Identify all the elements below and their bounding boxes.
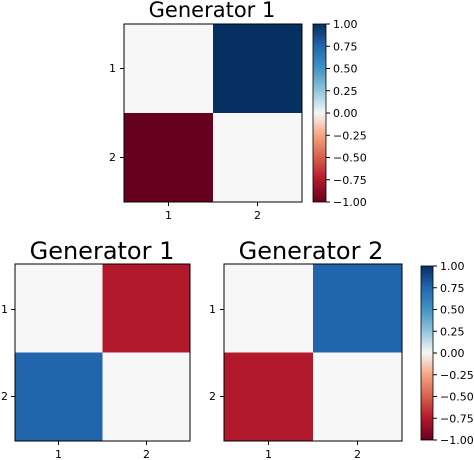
x-tick-label-bl-1: 1 (55, 448, 62, 460)
heatmap-cell-r1-c1 (15, 264, 103, 353)
colorbar-tick-label: −0.75 (440, 412, 474, 425)
heatmap-cell-r2-c2 (102, 352, 190, 441)
y-tick-label-top-2: 2 (109, 151, 116, 164)
chart-title-bottom-right: Generator 2 (239, 237, 384, 265)
colorbar-tick-label: −0.75 (333, 174, 367, 187)
colorbar-tick-label: −0.50 (440, 391, 474, 404)
y-tick-label-br-1: 1 (209, 303, 216, 316)
heatmap-cells-top (124, 24, 302, 202)
heatmap-cell-r2-c1 (15, 352, 103, 441)
y-tick-label-br-2: 2 (209, 390, 216, 403)
heatmap-cells-bottom-right (224, 264, 402, 441)
heatmap-cell-r1-c2 (102, 264, 190, 353)
chart-title-top: Generator 1 (149, 0, 276, 22)
heatmap-cell-r2-c2 (313, 352, 402, 441)
x-tick-label-bl-2: 2 (143, 448, 150, 460)
heatmap-cell-r2-c1 (124, 113, 213, 202)
colorbar-tick-label: 0.25 (333, 85, 358, 98)
colorbar-tick-label: −1.00 (440, 434, 474, 447)
colorbar-tick-label: 0.50 (333, 63, 358, 76)
colorbar-gradient-bottom (420, 265, 434, 441)
heatmap-bottom-right: Generator 2 1 2 1 2 (209, 237, 403, 460)
colorbar-tick-label: −0.50 (333, 152, 367, 165)
colorbar-tick-label: 0.75 (440, 282, 465, 295)
colorbar-ticks-bottom: 1.00 0.75 0.50 0.25 0.00 −0.25 −0.50 −0.75 −1.00 (433, 260, 474, 447)
heatmap-cell-r2-c1 (224, 352, 313, 441)
heatmap-cell-r1-c2 (213, 24, 302, 113)
plot-frame-top (123, 23, 303, 203)
colorbar-tick-label: 0.50 (440, 304, 465, 317)
x-tick-label-top-1: 1 (165, 209, 172, 222)
x-tick-label-top-2: 2 (254, 209, 261, 222)
plot-frame-bottom-right (223, 263, 403, 442)
y-tick-label-bl-2: 2 (1, 390, 8, 403)
y-tick-label-bl-1: 1 (1, 303, 8, 316)
heatmap-cell-r1-c1 (224, 264, 313, 353)
heatmap-cells-bottom-left (15, 264, 190, 441)
colorbar-tick-label: −1.00 (333, 196, 367, 209)
heatmap-cell-r1-c2 (313, 264, 402, 353)
colorbar-tick-label: 0.25 (440, 325, 465, 338)
heatmap-bottom-left: Generator 1 1 2 1 2 (1, 237, 191, 460)
x-tick-label-br-2: 2 (354, 448, 361, 460)
colorbar-gradient-top (312, 23, 327, 203)
colorbar-ticks-top: 1.00 0.75 0.50 0.25 0.00 −0.25 −0.50 −0.75 −1.00 (326, 18, 367, 209)
heatmap-top: Generator 1 1 2 1 2 (109, 0, 303, 222)
colorbar-bottom: 1.00 0.75 0.50 0.25 0.00 −0.25 −0.50 −0.75 −1.00 (420, 260, 474, 447)
heatmap-cell-r1-c1 (124, 24, 213, 113)
y-tick-label-top-1: 1 (109, 62, 116, 75)
colorbar-tick-label: 1.00 (440, 260, 465, 273)
heatmap-cell-r2-c2 (213, 113, 302, 202)
plot-frame-bottom-left (14, 263, 191, 442)
colorbar-tick-label: 0.00 (440, 347, 465, 360)
x-tick-label-br-1: 1 (265, 448, 272, 460)
colorbar-tick-label: −0.25 (333, 129, 367, 142)
chart-title-bottom-left: Generator 1 (30, 237, 175, 265)
colorbar-tick-label: 0.00 (333, 107, 358, 120)
colorbar-top: 1.00 0.75 0.50 0.25 0.00 −0.25 −0.50 −0.75 −1.00 (312, 18, 367, 209)
colorbar-tick-label: −0.25 (440, 369, 474, 382)
colorbar-tick-label: 1.00 (333, 18, 358, 31)
colorbar-tick-label: 0.75 (333, 40, 358, 53)
